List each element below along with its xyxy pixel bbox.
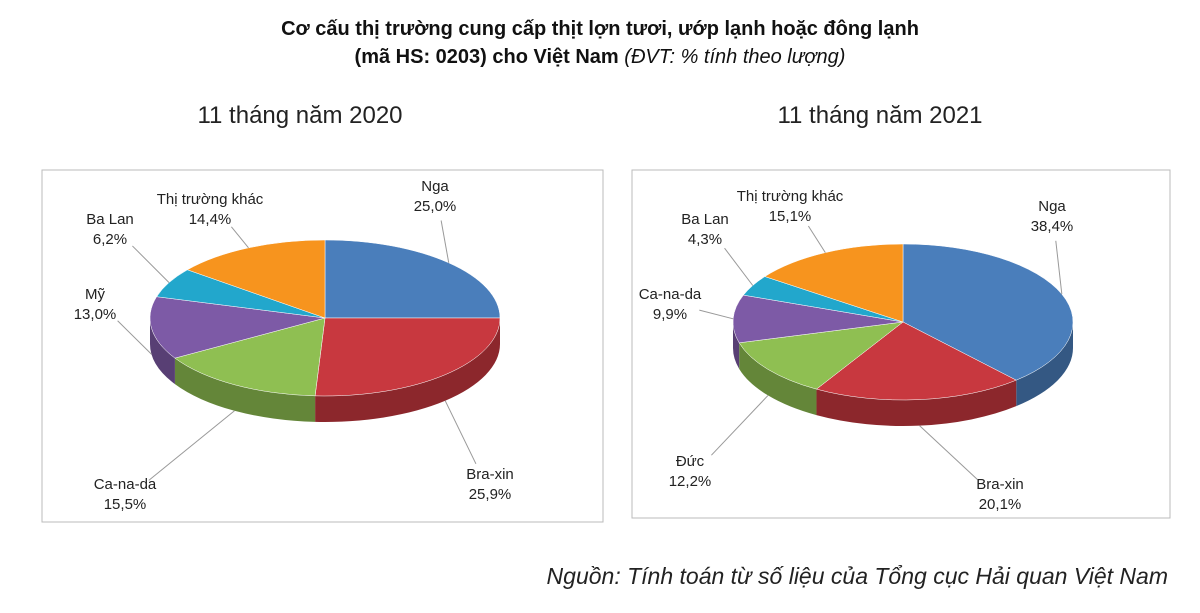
leader-line: [724, 247, 754, 286]
slice-side: [739, 342, 817, 416]
category-label: Ba Lan: [681, 211, 729, 228]
slice-label: Nga 38,4%: [992, 197, 1112, 237]
slice-side: [1016, 322, 1073, 407]
slice: [902, 243, 1074, 381]
value-label: 6,2%: [92, 231, 128, 248]
category-label: Thị trường khác: [736, 188, 844, 205]
leader-line: [1055, 240, 1063, 295]
category-label: Mỹ: [85, 286, 105, 303]
leader-line: [231, 226, 249, 249]
category-label: Đức: [675, 453, 705, 470]
slice: [764, 243, 904, 323]
slice-label: Thị trường khác 15,1%: [730, 187, 850, 227]
slice-label: Thị trường khác 14,4%: [150, 190, 270, 230]
value-label: 13,0%: [73, 306, 117, 323]
slice: [174, 317, 326, 397]
leader-line: [148, 410, 235, 481]
value-label: 15,5%: [103, 496, 147, 513]
value-label: 9,9%: [652, 306, 688, 323]
slice: [314, 317, 501, 397]
slice-label: Đức 12,2%: [630, 452, 750, 492]
value-label: 20,1%: [978, 496, 1022, 513]
slice-side: [733, 322, 740, 369]
value-label: 25,0%: [413, 198, 457, 215]
unit-note: (ĐVT: % tính theo lượng): [624, 46, 846, 68]
slice-label: Ba Lan 4,3%: [645, 210, 765, 250]
value-label: 12,2%: [668, 473, 712, 490]
slice-label: Mỹ 13,0%: [35, 285, 155, 325]
leader-line: [132, 245, 170, 283]
leader-line: [440, 220, 450, 263]
value-label: 4,3%: [687, 231, 723, 248]
category-label: Nga: [421, 178, 449, 195]
slice-label: Ba Lan 6,2%: [50, 210, 170, 250]
slice-label: Ca-na-da 9,9%: [610, 285, 730, 325]
slice-side: [174, 358, 316, 422]
slice-side: [816, 380, 1017, 427]
category-label: Ca-na-da: [93, 476, 157, 493]
category-label: Bra-xin: [976, 476, 1024, 493]
category-label: Ba Lan: [86, 211, 134, 228]
category-label: Thị trường khác: [156, 191, 264, 208]
title-line: (mã HS: 0203) cho Việt Nam (ĐVT: % tính …: [0, 46, 1200, 69]
value-label: 15,1%: [768, 208, 812, 225]
slice: [149, 296, 326, 359]
slice: [815, 321, 1017, 401]
slice: [324, 239, 501, 319]
slice-label: Bra-xin 25,9%: [430, 465, 550, 505]
slice: [732, 294, 904, 344]
leader-line: [117, 320, 152, 355]
title-line: Cơ cấu thị trường cung cấp thịt lợn tươi…: [281, 18, 919, 40]
leader-line: [807, 225, 826, 253]
slice-side: [150, 318, 175, 385]
slice: [186, 239, 326, 319]
value-label: 25,9%: [468, 486, 512, 503]
title-text: (mã HS: 0203) cho Việt Nam: [354, 46, 619, 68]
leader-line: [699, 309, 734, 320]
category-label: Nga: [1038, 198, 1066, 215]
slice-label: Bra-xin 20,1%: [940, 475, 1060, 515]
slice-label: Nga 25,0%: [375, 177, 495, 217]
leader-line: [919, 425, 978, 480]
value-label: 38,4%: [1030, 218, 1074, 235]
category-label: Ca-na-da: [638, 286, 702, 303]
category-label: Bra-xin: [466, 466, 514, 483]
slice-label: Ca-na-da 15,5%: [65, 475, 185, 515]
value-label: 14,4%: [188, 211, 232, 228]
leader-line: [444, 400, 477, 465]
source: Nguồn: Tính toán từ số liệu của Tổng cục…: [546, 563, 1168, 589]
slice: [738, 321, 904, 390]
chart-title: 11 tháng năm 2021: [777, 102, 983, 129]
leader-line: [711, 395, 769, 456]
slice-side: [315, 318, 500, 422]
chart-title: 11 tháng năm 2020: [197, 102, 403, 129]
